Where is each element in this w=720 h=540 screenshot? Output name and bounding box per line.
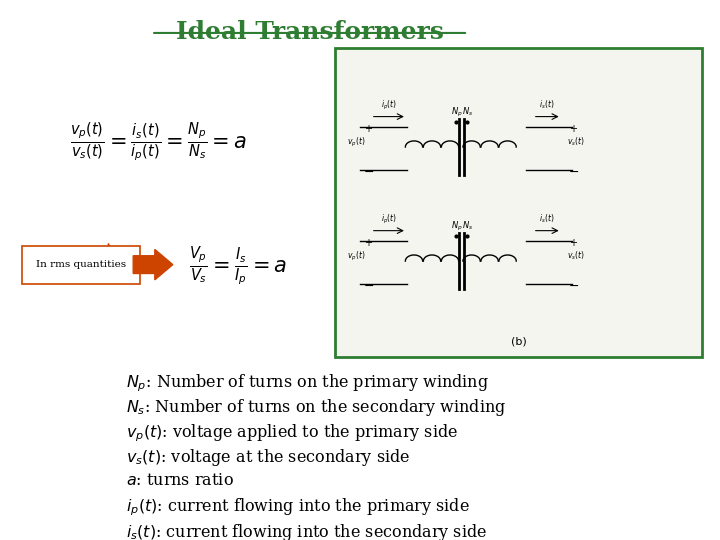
Text: $i_s(t)$: current flowing into the secondary side: $i_s(t)$: current flowing into the secon…: [126, 522, 487, 540]
Text: $i_p(t)$: current flowing into the primary side: $i_p(t)$: current flowing into the prima…: [126, 497, 469, 518]
FancyArrow shape: [133, 249, 173, 280]
Text: $N_s$: Number of turns on the secondary winding: $N_s$: Number of turns on the secondary …: [126, 397, 506, 418]
Text: −: −: [569, 280, 580, 293]
Text: −: −: [569, 166, 580, 179]
Text: +: +: [364, 124, 372, 134]
Text: Ideal Transformers: Ideal Transformers: [176, 21, 444, 44]
Text: $i_p(t)$: $i_p(t)$: [381, 213, 397, 226]
Text: $\frac{v_p(t)}{v_s(t)} = \frac{i_s(t)}{i_p(t)} = \frac{N_p}{N_s} = a$: $\frac{v_p(t)}{v_s(t)} = \frac{i_s(t)}{i…: [70, 120, 247, 164]
Text: $N_s$: $N_s$: [462, 105, 474, 118]
Text: $N_p$: Number of turns on the primary winding: $N_p$: Number of turns on the primary wi…: [126, 373, 489, 394]
Text: $i_p(t)$: $i_p(t)$: [381, 99, 397, 112]
Text: $N_s$: $N_s$: [462, 219, 474, 232]
Text: $v_p(t)$: $v_p(t)$: [347, 250, 366, 263]
Text: $v_s(t)$: $v_s(t)$: [567, 136, 585, 148]
Text: In rms quantities: In rms quantities: [36, 260, 127, 269]
FancyBboxPatch shape: [22, 246, 140, 284]
Text: $i_s(t)$: $i_s(t)$: [539, 213, 555, 225]
FancyBboxPatch shape: [335, 48, 702, 357]
Text: −: −: [364, 280, 374, 293]
Text: $\frac{V_p}{V_s} = \frac{I_s}{I_p} = a$: $\frac{V_p}{V_s} = \frac{I_s}{I_p} = a$: [189, 245, 287, 288]
Text: $v_s(t)$: $v_s(t)$: [567, 249, 585, 262]
Text: $v_p(t)$: voltage applied to the primary side: $v_p(t)$: voltage applied to the primary…: [126, 422, 458, 444]
Text: $N_p$: $N_p$: [451, 105, 463, 119]
Text: +: +: [364, 238, 372, 248]
Text: −: −: [364, 166, 374, 179]
Text: +: +: [569, 238, 577, 248]
Text: $a$: turns ratio: $a$: turns ratio: [126, 472, 234, 489]
Text: $N_p$: $N_p$: [451, 220, 463, 233]
Text: $v_s(t)$: voltage at the secondary side: $v_s(t)$: voltage at the secondary side: [126, 447, 410, 468]
Text: $v_p(t)$: $v_p(t)$: [347, 136, 366, 149]
Text: $i_s(t)$: $i_s(t)$: [539, 98, 555, 111]
Text: +: +: [569, 124, 577, 134]
Text: (b): (b): [510, 337, 526, 347]
